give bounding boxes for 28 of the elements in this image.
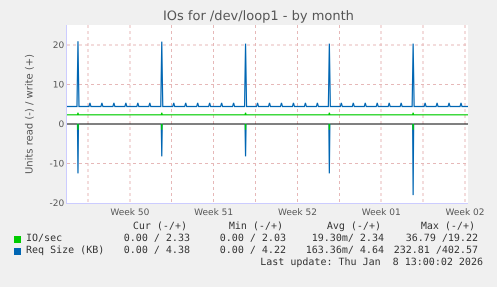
y-tick-label: -20 [49,199,64,210]
x-tick-label: Week 52 [278,208,317,218]
text: 36.79 /19.22 [406,233,478,245]
line-series [67,40,468,108]
text: 0.00 / 4.38 [124,245,190,257]
y-tick-label: 0 [58,120,64,130]
text: Min (-/+) [228,221,283,233]
text: 19.30m/ 2.34 [312,233,384,245]
text: 0.00 / 2.03 [220,233,286,245]
y-tick-label: 10 [52,80,64,90]
text: 232.81 /402.57 [394,245,478,257]
chart-title: IOs for /dev/loop1 - by month [162,9,354,24]
text: Last update: Thu Jan 8 13:00:02 2026 [260,257,483,269]
y-axis-title: Units read (-) / write (+) [24,54,36,174]
text: 163.36m/ 4.64 [306,245,384,257]
y-tick-label: -10 [49,160,64,170]
legend-label: IO/sec [26,233,62,245]
text: Avg (-/+) [326,221,381,233]
x-tick-label: Week 50 [110,208,150,218]
text: Max (-/+) [420,221,475,233]
y-tick-label: 20 [52,40,64,51]
text: 0.00 / 2.33 [124,233,190,245]
legend-label: Req Size (KB) [26,245,104,257]
x-tick-label: Week 51 [194,208,234,218]
text: Cur (-/+) [132,221,187,233]
text: 0.00 / 4.22 [220,245,286,257]
x-tick-label: Week 01 [362,208,401,218]
x-tick-label: Week 02 [446,208,484,218]
